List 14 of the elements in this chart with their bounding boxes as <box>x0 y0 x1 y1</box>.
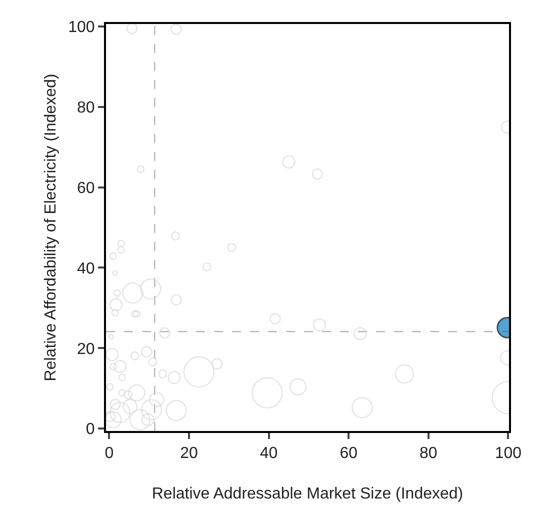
y-axis-title: Relative Affordability of Electricity (Indexed) <box>42 74 60 382</box>
x-axis-title: Relative Addressable Market Size (Indexed) <box>152 485 464 502</box>
y-tick-label: 0 <box>86 421 95 438</box>
x-tick-label: 60 <box>340 445 358 462</box>
x-tick-label: 40 <box>260 445 278 462</box>
y-tick-label: 40 <box>77 260 95 278</box>
y-tick-label: 100 <box>68 19 95 36</box>
y-tick-label: 20 <box>77 340 95 358</box>
x-tick-label: 80 <box>420 445 438 462</box>
x-tick-label: 20 <box>180 445 198 462</box>
y-tick-label: 60 <box>77 180 95 197</box>
x-tick-label: 0 <box>104 445 114 462</box>
x-tick-label: 100 <box>494 445 522 462</box>
y-tick-label: 80 <box>77 99 95 116</box>
